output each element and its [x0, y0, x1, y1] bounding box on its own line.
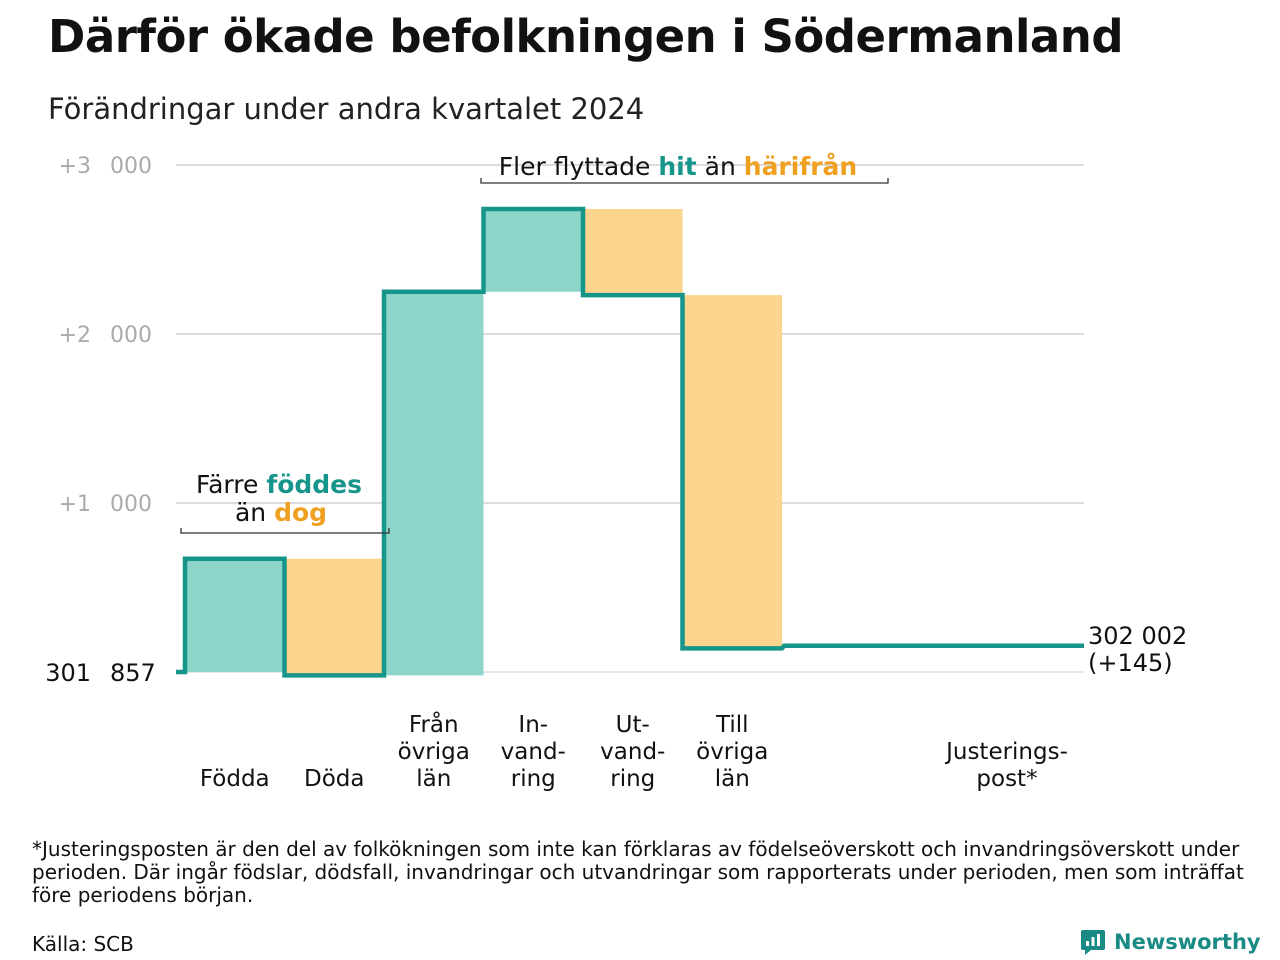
- y-tick-label: 000: [110, 492, 152, 517]
- category-label: Till: [715, 712, 749, 738]
- annotation-bracket-migration: [480, 178, 889, 184]
- annotation-births-deaths: Färre föddes: [196, 470, 362, 499]
- newsworthy-logo-icon: [1081, 930, 1105, 955]
- end-value-label: (+145): [1088, 649, 1173, 677]
- end-value-label: 302 002: [1088, 622, 1187, 650]
- newsworthy-logo: Newsworthy: [1080, 928, 1261, 956]
- baseline-label: 857: [110, 659, 156, 687]
- annotation-span: föddes: [266, 470, 362, 499]
- bar-födda: [185, 558, 285, 672]
- annotation-span: dog: [274, 498, 327, 527]
- annotation-migration: Fler flyttade hit än härifrån: [499, 152, 857, 181]
- category-label: Döda: [304, 766, 364, 792]
- y-tick-label: +3: [59, 154, 91, 179]
- bar-utvandring: [583, 208, 683, 296]
- category-label: In-: [518, 712, 548, 738]
- category-label: post*: [976, 766, 1037, 792]
- bar-till-övriga-län: [682, 295, 782, 649]
- annotation-span: än: [235, 498, 274, 527]
- category-label: län: [715, 766, 750, 792]
- y-tick-label: 000: [110, 323, 152, 348]
- y-tick-label: +1: [59, 492, 91, 517]
- category-label: Justerings-: [944, 739, 1068, 765]
- category-label: Ut-: [616, 712, 650, 738]
- category-label: övriga: [398, 739, 470, 765]
- chart-subtitle: Förändringar under andra kvartalet 2024: [48, 92, 645, 126]
- category-label: övriga: [696, 739, 768, 765]
- annotation-births-deaths: än dog: [235, 498, 327, 527]
- annotation-span: Fler flyttade: [499, 152, 659, 181]
- annotation-bracket-births-deaths: [180, 528, 390, 534]
- bar-döda: [284, 558, 384, 676]
- y-tick-label: +2: [59, 323, 91, 348]
- annotation-span: härifrån: [744, 152, 857, 181]
- chart-title: Därför ökade befolkningen i Södermanland: [48, 10, 1124, 63]
- category-label: Födda: [200, 766, 270, 792]
- baseline-label: 301: [45, 659, 91, 687]
- running-total-line: [176, 206, 1084, 678]
- category-label: ring: [610, 766, 655, 792]
- annotation-span: hit: [658, 152, 696, 181]
- category-label: vand-: [501, 739, 566, 765]
- bar-från-övriga-län: [384, 291, 484, 676]
- category-label: Från: [409, 710, 459, 738]
- y-tick-label: 000: [110, 154, 152, 179]
- category-label: ring: [511, 766, 556, 792]
- annotation-span: än: [697, 152, 744, 181]
- footnote: *Justeringsposten är den del av folkökni…: [32, 837, 1244, 907]
- bar-invandring: [483, 208, 583, 292]
- annotation-span: Färre: [196, 470, 266, 499]
- source-note: Källa: SCB: [32, 932, 134, 956]
- category-label: vand-: [600, 739, 665, 765]
- category-label: län: [416, 766, 451, 792]
- logo-text: Newsworthy: [1114, 930, 1261, 954]
